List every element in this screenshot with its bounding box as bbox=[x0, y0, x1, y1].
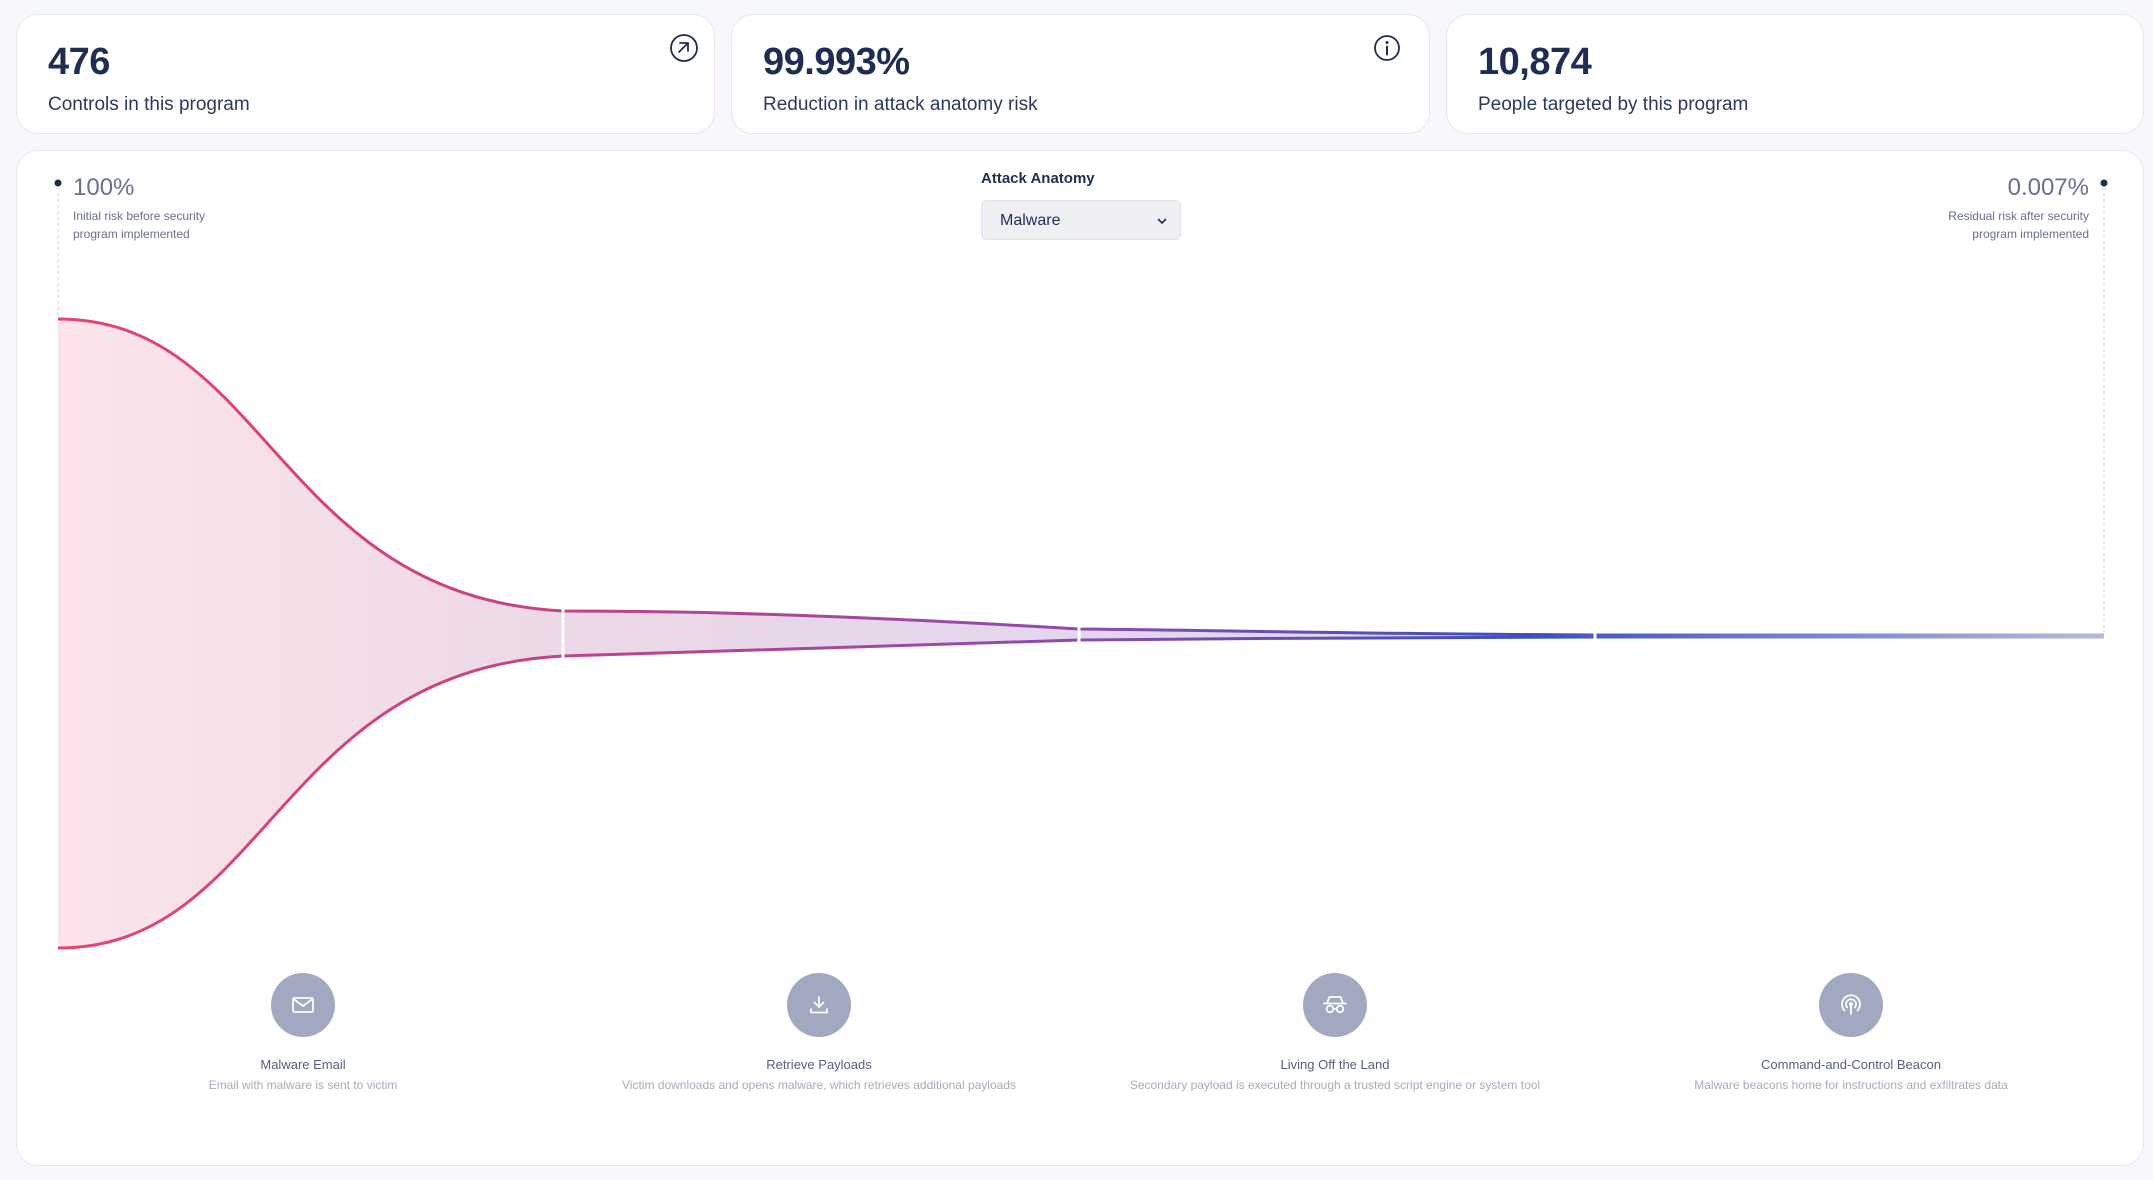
attack-anatomy-label: Attack Anatomy bbox=[981, 170, 1095, 187]
funnel-fill bbox=[58, 319, 2104, 948]
chevron-down-icon bbox=[1157, 218, 1167, 224]
residual-risk-pct: 0.007% bbox=[2007, 174, 2089, 201]
stage-title: Malware Email bbox=[260, 1057, 346, 1072]
open-external-icon[interactable] bbox=[667, 31, 701, 65]
funnel-bottom-edge bbox=[57, 635, 2104, 950]
stage-desc: Malware beacons home for instructions an… bbox=[1694, 1078, 2008, 1092]
mail-icon bbox=[292, 997, 314, 1013]
people-label: People targeted by this program bbox=[1478, 94, 1749, 115]
people-count: 10,874 bbox=[1478, 41, 1592, 83]
residual-risk-desc: Residual risk after security program imp… bbox=[1948, 209, 2089, 241]
stage-icon-circle bbox=[271, 973, 335, 1037]
stage-icon-circle bbox=[1303, 973, 1367, 1037]
controls-count: 476 bbox=[48, 41, 110, 83]
stat-card-people: 10,874 People targeted by this program bbox=[1446, 14, 2144, 134]
info-icon[interactable] bbox=[1370, 31, 1404, 65]
stage-living-off-the-land: Living Off the Land Secondary payload is… bbox=[1078, 973, 1592, 1092]
stage-retrieve-payloads: Retrieve Payloads Victim downloads and o… bbox=[562, 973, 1076, 1092]
stat-card-controls: 476 Controls in this program bbox=[16, 14, 715, 134]
initial-risk-pct: 100% bbox=[73, 174, 135, 201]
initial-risk-desc: Initial risk before security program imp… bbox=[73, 209, 206, 241]
stage-icon-circle bbox=[787, 973, 851, 1037]
stage-malware-email: Malware Email Email with malware is sent… bbox=[46, 973, 560, 1092]
stat-card-reduction: 99.993% Reduction in attack anatomy risk bbox=[731, 14, 1430, 134]
broadcast-icon bbox=[1841, 994, 1861, 1015]
stage-desc: Victim downloads and opens malware, whic… bbox=[622, 1078, 1016, 1092]
stage-desc: Email with malware is sent to victim bbox=[208, 1078, 398, 1092]
stage-title: Command-and-Control Beacon bbox=[1761, 1057, 1941, 1072]
initial-marker-dot bbox=[54, 179, 62, 187]
attack-anatomy-card: 100% Initial risk before security progra… bbox=[16, 150, 2144, 1166]
residual-marker-dot bbox=[2100, 179, 2108, 187]
funnel-top-edge bbox=[57, 317, 2104, 637]
incognito-icon bbox=[1323, 996, 1347, 1014]
download-icon bbox=[810, 996, 828, 1014]
stage-icon-circle bbox=[1819, 973, 1883, 1037]
controls-label: Controls in this program bbox=[48, 94, 250, 115]
attack-anatomy-select[interactable]: Malware bbox=[981, 200, 1181, 240]
reduction-label: Reduction in attack anatomy risk bbox=[763, 94, 1038, 115]
stage-title: Living Off the Land bbox=[1280, 1057, 1390, 1072]
stage-c2-beacon: Command-and-Control Beacon Malware beaco… bbox=[1594, 973, 2108, 1092]
stage-desc: Secondary payload is executed through a … bbox=[1129, 1078, 1541, 1092]
reduction-value: 99.993% bbox=[763, 41, 910, 83]
stage-title: Retrieve Payloads bbox=[766, 1057, 872, 1072]
risk-funnel-chart bbox=[54, 179, 2108, 950]
attack-anatomy-selected: Malware bbox=[1000, 212, 1061, 229]
